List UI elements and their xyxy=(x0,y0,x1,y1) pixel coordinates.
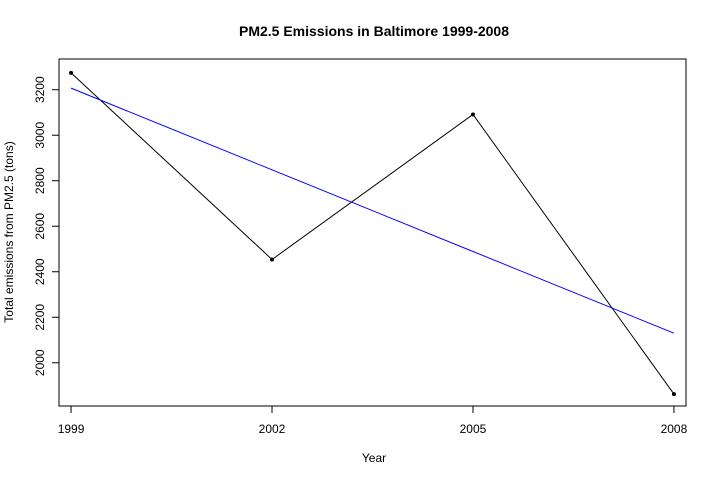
data-point xyxy=(470,112,475,117)
x-tick-label: 2008 xyxy=(661,422,688,436)
data-point xyxy=(671,392,676,397)
x-tick-label: 2005 xyxy=(460,422,487,436)
data-point xyxy=(270,257,275,262)
x-tick-label: 2002 xyxy=(259,422,286,436)
series-line-2 xyxy=(70,87,675,334)
y-tick-label: 2200 xyxy=(33,304,47,331)
series-line-1 xyxy=(70,72,675,395)
x-axis: 1999 2002 2005 2008 xyxy=(58,405,688,436)
y-tick-label: 2400 xyxy=(33,258,47,285)
y-tick-label: 2000 xyxy=(33,349,47,376)
y-tick-label: 2800 xyxy=(33,167,47,194)
x-axis-label: Year xyxy=(362,451,386,465)
y-axis-label: Total emissions from PM2.5 (tons) xyxy=(2,141,16,322)
y-tick-label: 2600 xyxy=(33,213,47,240)
data-point xyxy=(69,70,74,75)
y-axis: 2000 2200 2400 2600 2800 3000 3200 xyxy=(33,76,60,376)
y-tick-label: 3000 xyxy=(33,122,47,149)
plot-frame xyxy=(58,58,687,407)
series-layer xyxy=(69,70,676,397)
x-tick-label: 1999 xyxy=(58,422,85,436)
y-tick-label: 3200 xyxy=(33,76,47,103)
chart-title: PM2.5 Emissions in Baltimore 1999-2008 xyxy=(239,23,509,39)
